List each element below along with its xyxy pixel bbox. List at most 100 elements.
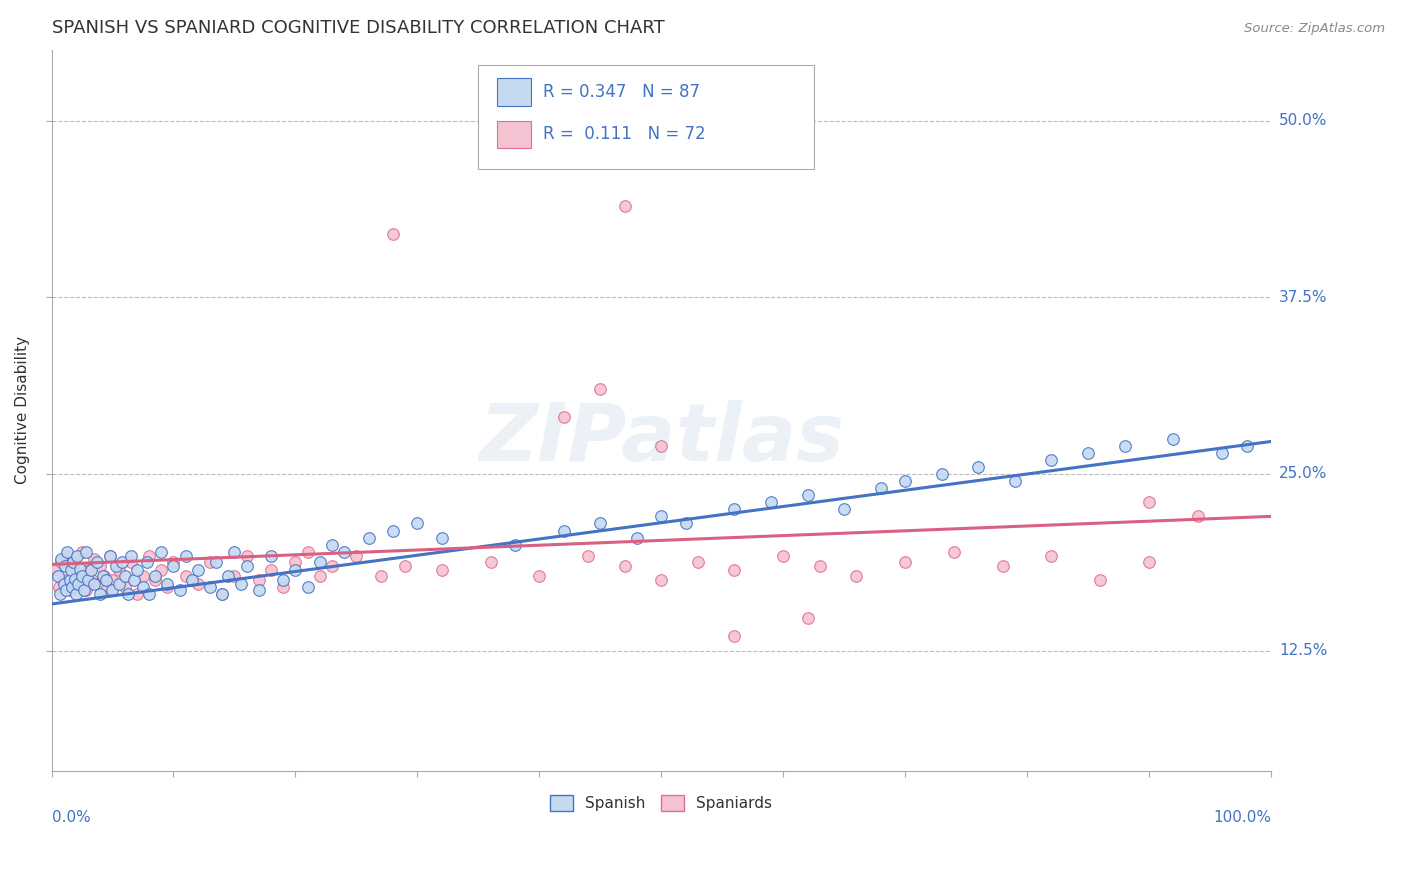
Point [65, 568, 87, 582]
Point [114, 568, 136, 582]
Point [832, 502, 855, 516]
Point [613, 558, 636, 573]
Point [942, 545, 965, 559]
FancyBboxPatch shape [496, 78, 530, 105]
Point [120, 549, 142, 563]
Point [125, 563, 148, 577]
Point [211, 587, 233, 601]
Text: 50.0%: 50.0% [1279, 113, 1327, 128]
Point [333, 545, 356, 559]
Point [75, 582, 97, 597]
Point [124, 573, 146, 587]
Point [260, 563, 283, 577]
Point [576, 549, 599, 563]
Point [297, 580, 319, 594]
Point [297, 545, 319, 559]
Point [143, 573, 166, 587]
Point [217, 568, 239, 582]
Point [138, 549, 160, 563]
Point [156, 580, 179, 594]
Point [235, 558, 257, 573]
Point [98, 549, 121, 563]
Point [150, 563, 173, 577]
Point [650, 509, 672, 524]
Point [430, 531, 453, 545]
Point [589, 516, 612, 531]
Point [430, 563, 453, 577]
Point [55, 582, 77, 597]
Point [967, 459, 990, 474]
Point [284, 555, 307, 569]
Point [344, 549, 367, 563]
FancyBboxPatch shape [478, 64, 814, 169]
Point [394, 558, 416, 573]
Point [1163, 432, 1185, 446]
Point [105, 558, 128, 573]
Point [1236, 439, 1258, 453]
Point [69, 562, 91, 576]
Point [406, 516, 429, 531]
Point [650, 573, 672, 587]
Point [132, 568, 155, 582]
Point [1187, 509, 1209, 524]
Point [150, 545, 173, 559]
Point [308, 555, 330, 569]
Point [869, 481, 891, 495]
Point [357, 531, 380, 545]
Point [89, 558, 111, 573]
Text: 100.0%: 100.0% [1213, 810, 1271, 825]
Point [271, 580, 294, 594]
Point [723, 563, 745, 577]
Point [1137, 495, 1160, 509]
Point [162, 558, 184, 573]
Point [503, 538, 526, 552]
Point [759, 495, 782, 509]
Point [187, 577, 209, 591]
Point [87, 577, 110, 591]
Point [59, 573, 82, 587]
Point [101, 573, 124, 587]
Point [111, 555, 134, 569]
Point [1137, 555, 1160, 569]
Point [60, 563, 83, 577]
Point [107, 563, 129, 577]
Point [83, 551, 105, 566]
Point [80, 573, 103, 587]
Legend: Spanish, Spaniards: Spanish, Spaniards [544, 789, 779, 817]
Point [1077, 446, 1099, 460]
Point [894, 555, 917, 569]
Point [187, 563, 209, 577]
Point [98, 549, 121, 563]
Point [96, 582, 118, 597]
Point [83, 577, 105, 591]
Point [62, 558, 84, 573]
Point [796, 611, 818, 625]
Point [59, 582, 82, 597]
Text: Source: ZipAtlas.com: Source: ZipAtlas.com [1244, 22, 1385, 36]
Point [107, 577, 129, 591]
Point [180, 573, 202, 587]
Point [247, 582, 270, 597]
Point [70, 568, 93, 582]
Point [65, 587, 87, 601]
Text: 12.5%: 12.5% [1279, 643, 1327, 658]
Point [77, 563, 100, 577]
Point [51, 555, 73, 569]
Point [162, 555, 184, 569]
Point [198, 580, 221, 594]
Point [675, 516, 697, 531]
Point [135, 555, 157, 569]
Point [125, 587, 148, 601]
Point [991, 558, 1014, 573]
Point [1040, 453, 1063, 467]
Point [174, 549, 197, 563]
Point [845, 568, 868, 582]
Point [56, 545, 79, 559]
Point [67, 577, 90, 591]
Point [73, 582, 96, 597]
Point [169, 582, 191, 597]
Point [650, 439, 672, 453]
Point [796, 488, 818, 502]
Point [63, 572, 86, 586]
Point [101, 582, 124, 597]
